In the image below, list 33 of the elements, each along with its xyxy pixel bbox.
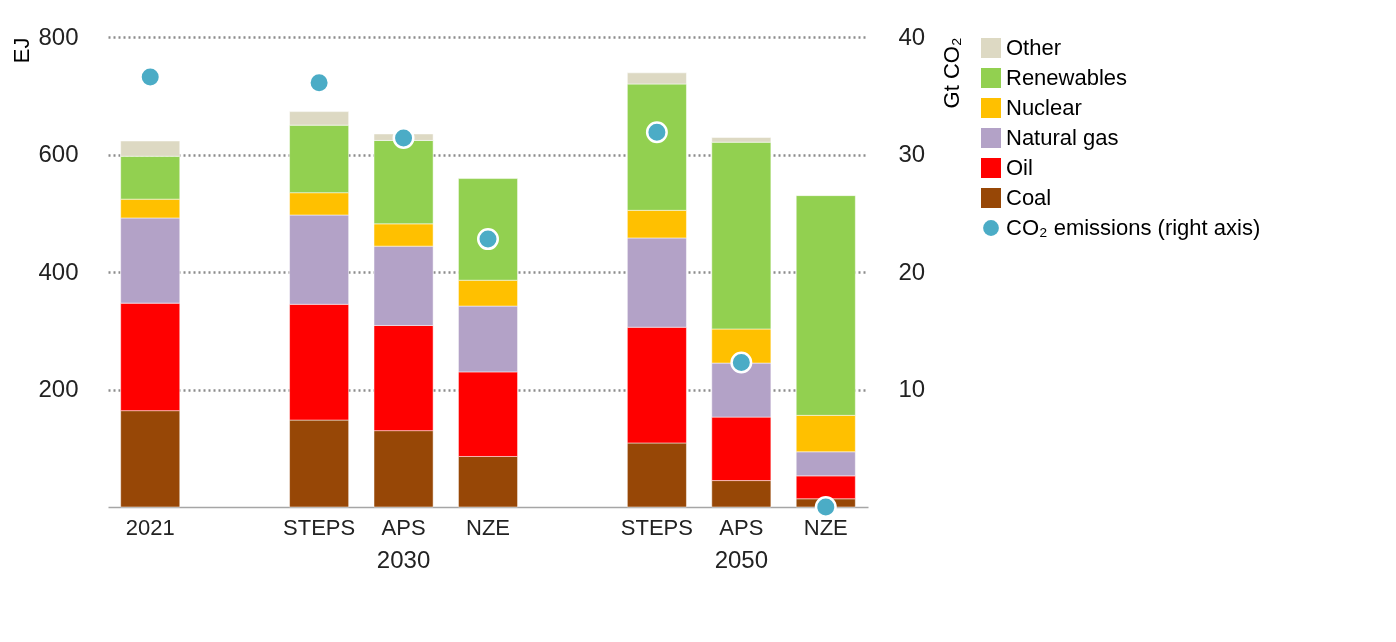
y-axis-title: EJ <box>8 37 34 64</box>
x-tick-label: APS <box>381 514 426 540</box>
legend-label: Oil <box>1006 155 1033 180</box>
point <box>814 496 837 518</box>
x-tick-label: 2021 <box>125 514 175 540</box>
y-tick-label: 600 <box>38 140 79 167</box>
legend-label: Other <box>1006 35 1062 60</box>
point <box>308 71 331 94</box>
y2-axis-title: Gt CO₂ <box>938 37 964 109</box>
y-tick-label: 400 <box>38 257 79 285</box>
y2-tick-label: 40 <box>898 22 926 50</box>
legend-label: Coal <box>1006 185 1052 210</box>
point <box>477 228 499 251</box>
y2-tick-label: 10 <box>898 375 926 402</box>
text: 2050 <box>714 546 769 573</box>
point <box>730 351 753 374</box>
x-tick-label: STEPS <box>620 514 693 540</box>
legend-label: CO₂ emissions (right axis) <box>1006 215 1261 240</box>
point <box>392 127 415 150</box>
legend-label: Natural gas <box>1006 125 1119 150</box>
x-tick-label: NZE <box>466 514 510 540</box>
point <box>645 121 668 144</box>
y2-tick-label: 30 <box>898 140 926 167</box>
y2-tick-label: 20 <box>898 257 926 285</box>
x-tick-label: APS <box>719 514 764 540</box>
x-tick-label: STEPS <box>283 514 356 540</box>
y-tick-label: 200 <box>38 375 79 402</box>
text: 2030 <box>376 546 431 573</box>
x-tick-label: NZE <box>803 514 848 540</box>
y-tick-label: 800 <box>38 22 79 50</box>
legend-label: Renewables <box>1006 65 1128 90</box>
point <box>139 65 162 88</box>
legend-label: Nuclear <box>1006 95 1082 120</box>
